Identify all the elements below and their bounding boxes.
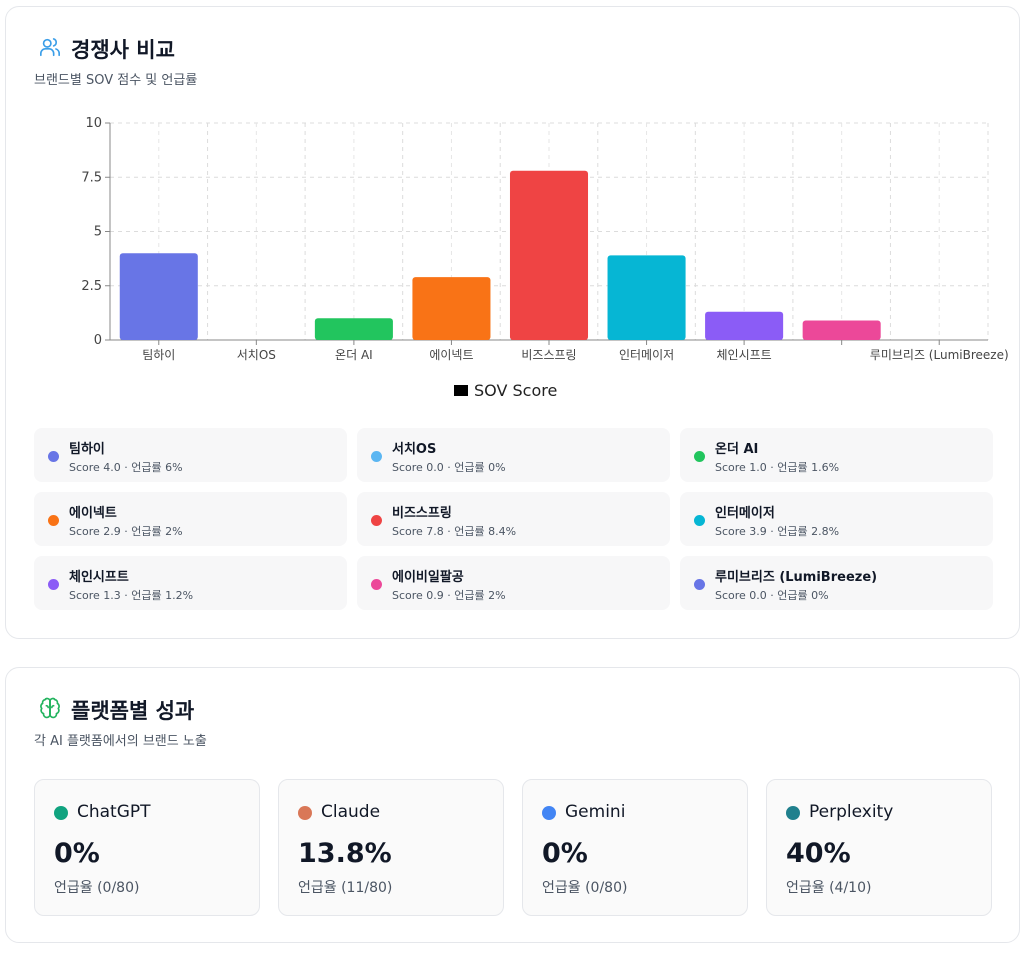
platform-mention-detail: 언급율 (4/10)	[786, 880, 872, 896]
color-dot-icon	[371, 515, 382, 526]
platform-mention-rate: 0%	[54, 838, 100, 869]
color-dot-icon	[48, 579, 59, 590]
bar-온더 AI	[314, 318, 393, 340]
platform-mention-rate: 40%	[786, 838, 851, 869]
y-tick-label: 2.5	[81, 279, 102, 294]
color-dot-icon	[48, 515, 59, 526]
competitor-legend-item: 체인시프트 Score 1.3 · 언급률 1.2%	[34, 556, 347, 610]
color-dot-icon	[48, 451, 59, 462]
platform-mention-detail: 언급율 (11/80)	[298, 880, 393, 896]
chart-legend-swatch	[454, 385, 468, 396]
x-tick-label: 체인시프트	[717, 348, 772, 362]
competitor-comparison-card: 경쟁사 비교 브랜드별 SOV 점수 및 언급률 0 2.5 5 7.5 10 팀하이 서치…	[5, 6, 1020, 639]
platform-dot-icon	[786, 806, 800, 820]
y-tick-label: 5	[94, 225, 102, 240]
competitor-stats: Score 3.9 · 언급률 2.8%	[715, 525, 840, 538]
platform-card-claude: Claude 13.8% 언급율 (11/80)	[278, 779, 504, 916]
platform-name: Gemini	[565, 802, 626, 822]
competitor-legend-grid: 팀하이 Score 4.0 · 언급률 6% 서치OS Score 0.0 · 언급률…	[34, 428, 994, 610]
platform-dot-icon	[54, 806, 68, 820]
competitor-legend-item: 루미브리즈 (LumiBreeze) Score 0.0 · 언급률 0%	[680, 556, 993, 610]
competitor-name: 체인시프트	[69, 570, 129, 585]
platform-card-perplexity: Perplexity 40% 언급율 (4/10)	[766, 779, 992, 916]
competitor-name: 비즈스프링	[392, 506, 452, 521]
color-dot-icon	[694, 515, 705, 526]
users-icon	[39, 36, 61, 62]
bar-에이넥트	[412, 277, 491, 340]
bar-비즈스프링	[509, 170, 589, 340]
competitor-card-title: 경쟁사 비교	[71, 38, 175, 62]
bar-item-7	[802, 320, 881, 340]
competitor-name: 에이넥트	[69, 506, 117, 521]
color-dot-icon	[694, 579, 705, 590]
x-tick-label: 인터메이저	[619, 348, 674, 362]
platform-mention-rate: 0%	[542, 838, 588, 869]
bar-인터메이저	[607, 255, 686, 340]
platform-name: Perplexity	[809, 802, 894, 822]
competitor-stats: Score 0.0 · 언급률 0%	[715, 589, 829, 602]
competitor-legend-item: 인터메이저 Score 3.9 · 언급률 2.8%	[680, 492, 993, 546]
platform-card-chatgpt: ChatGPT 0% 언급율 (0/80)	[34, 779, 260, 916]
platform-dot-icon	[542, 806, 556, 820]
x-tick-label: 루미브리즈 (LumiBreeze)	[870, 348, 1009, 362]
competitor-name: 인터메이저	[715, 506, 775, 521]
platform-name: Claude	[321, 802, 381, 822]
bar-체인시프트	[705, 311, 784, 340]
competitor-card-subtitle: 브랜드별 SOV 점수 및 언급률	[34, 73, 198, 88]
competitor-stats: Score 1.0 · 언급률 1.6%	[715, 461, 840, 474]
platform-card-header: 플랫폼별 성과	[39, 695, 194, 725]
competitor-name: 에이비일팔공	[392, 570, 464, 585]
competitor-name: 서치OS	[392, 442, 437, 457]
platform-mention-detail: 언급율 (0/80)	[542, 880, 628, 896]
competitor-legend-item: 에이넥트 Score 2.9 · 언급률 2%	[34, 492, 347, 546]
platform-card-subtitle: 각 AI 플랫폼에서의 브랜드 노출	[34, 734, 207, 749]
platform-grid: ChatGPT 0% 언급율 (0/80) Claude 13.8% 언급율 (11/80…	[34, 779, 992, 916]
competitor-stats: Score 2.9 · 언급률 2%	[69, 525, 183, 538]
x-tick-label: 팀하이	[142, 348, 175, 362]
competitor-legend-item: 온더 AI Score 1.0 · 언급률 1.6%	[680, 428, 993, 482]
chart-legend-label: SOV Score	[474, 381, 557, 400]
x-tick-label: 비즈스프링	[521, 348, 576, 362]
competitor-card-header: 경쟁사 비교	[39, 34, 175, 64]
x-tick-label: 서치OS	[237, 348, 276, 362]
competitor-name: 온더 AI	[715, 442, 759, 457]
color-dot-icon	[371, 451, 382, 462]
platform-performance-card: 플랫폼별 성과 각 AI 플랫폼에서의 브랜드 노출 ChatGPT 0% 언급율 …	[5, 667, 1020, 943]
competitor-name: 팀하이	[69, 442, 105, 457]
platform-mention-detail: 언급율 (0/80)	[54, 880, 140, 896]
competitor-legend-item: 비즈스프링 Score 7.8 · 언급률 8.4%	[357, 492, 670, 546]
platform-card-title: 플랫폼별 성과	[71, 699, 195, 723]
color-dot-icon	[371, 579, 382, 590]
platform-mention-rate: 13.8%	[298, 838, 392, 869]
competitor-legend-item: 서치OS Score 0.0 · 언급률 0%	[357, 428, 670, 482]
competitor-stats: Score 0.9 · 언급률 2%	[392, 589, 506, 602]
competitor-stats: Score 0.0 · 언급률 0%	[392, 461, 506, 474]
competitor-stats: Score 7.8 · 언급률 8.4%	[392, 525, 517, 538]
y-tick-label: 7.5	[81, 170, 102, 185]
color-dot-icon	[694, 451, 705, 462]
platform-card-gemini: Gemini 0% 언급율 (0/80)	[522, 779, 748, 916]
y-tick-label: 0	[94, 333, 102, 348]
competitor-stats: Score 4.0 · 언급률 6%	[69, 461, 183, 474]
competitor-legend-item: 에이비일팔공 Score 0.9 · 언급률 2%	[357, 556, 670, 610]
brain-icon	[39, 697, 61, 723]
y-tick-label: 10	[85, 116, 102, 131]
competitor-legend-item: 팀하이 Score 4.0 · 언급률 6%	[34, 428, 347, 482]
x-tick-label: 에이넥트	[429, 348, 473, 362]
platform-name: ChatGPT	[77, 802, 151, 822]
competitor-name: 루미브리즈 (LumiBreeze)	[715, 570, 878, 585]
competitor-stats: Score 1.3 · 언급률 1.2%	[69, 589, 194, 602]
platform-dot-icon	[298, 806, 312, 820]
bar-팀하이	[119, 253, 198, 340]
x-tick-label: 온더 AI	[335, 348, 373, 362]
